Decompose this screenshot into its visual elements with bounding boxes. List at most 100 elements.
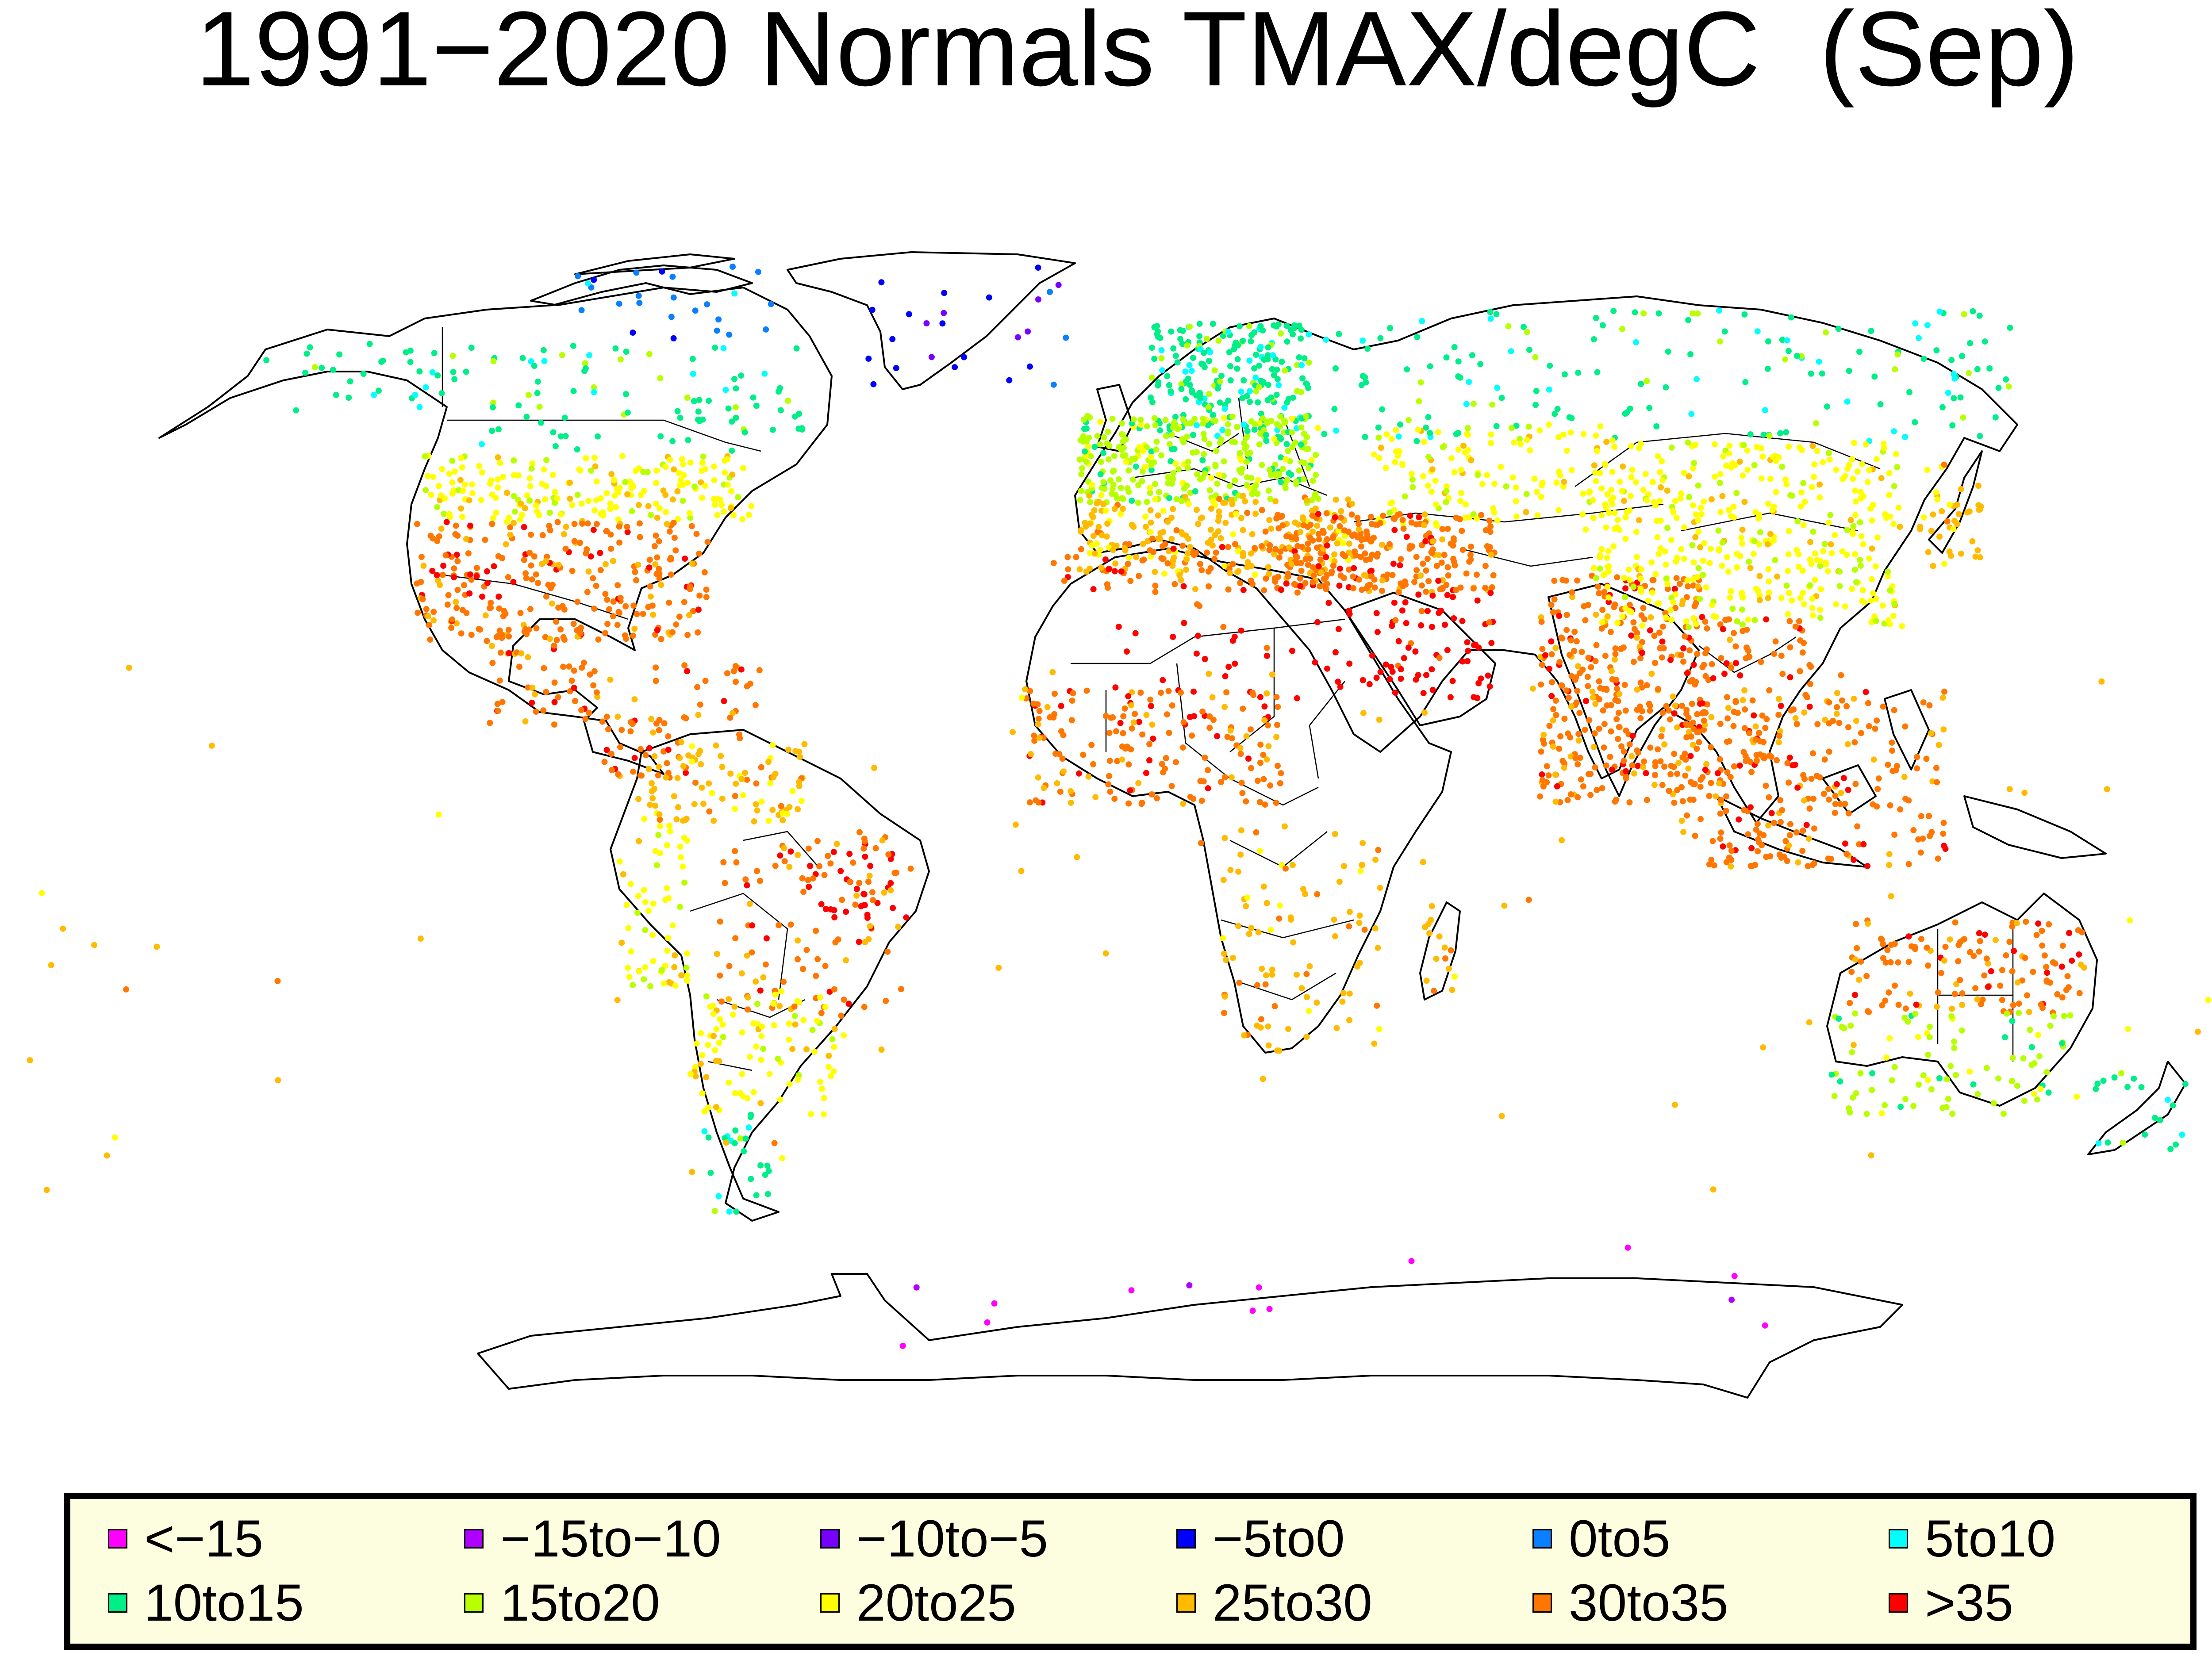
- station-dot: [818, 901, 825, 908]
- station-dot: [1080, 433, 1087, 440]
- station-dot: [1115, 624, 1122, 630]
- station-dot: [1035, 716, 1042, 722]
- station-dot: [1759, 842, 1765, 848]
- station-dot: [1286, 544, 1292, 551]
- station-dot: [1856, 349, 1863, 355]
- station-dot: [579, 520, 586, 527]
- station-dot: [1262, 801, 1268, 808]
- station-dot: [705, 1134, 712, 1141]
- station-dot: [1377, 885, 1383, 891]
- station-dot: [459, 607, 466, 613]
- station-dot: [1912, 419, 1918, 426]
- station-dot: [702, 483, 708, 489]
- station-dot: [1143, 712, 1150, 718]
- station-dot: [1606, 510, 1613, 516]
- station-dot: [1806, 805, 1813, 812]
- station-dot: [468, 576, 475, 583]
- station-dot: [1121, 545, 1128, 552]
- station-dot: [1427, 363, 1433, 370]
- station-dot: [1242, 498, 1248, 505]
- station-dot: [1891, 941, 1898, 947]
- station-dot: [504, 490, 511, 496]
- station-dot: [1421, 511, 1428, 518]
- station-dot: [1457, 584, 1464, 591]
- station-dot: [1475, 644, 1482, 651]
- legend-swatch: [464, 1593, 484, 1613]
- station-dot: [718, 998, 725, 1005]
- station-dot: [1282, 419, 1288, 426]
- station-dot: [1623, 768, 1629, 774]
- station-dot: [1582, 617, 1589, 624]
- station-dot: [1655, 746, 1661, 753]
- station-dot: [1786, 779, 1792, 786]
- station-dot: [603, 713, 610, 720]
- station-dot: [1309, 529, 1316, 535]
- station-dot: [1199, 514, 1206, 521]
- station-dot: [754, 868, 760, 874]
- station-dot: [814, 956, 821, 962]
- station-dot: [1099, 532, 1106, 539]
- station-dot: [1266, 517, 1273, 523]
- station-dot: [1209, 694, 1216, 701]
- station-dot: [656, 811, 663, 818]
- station-dot: [714, 512, 721, 518]
- station-dot: [1216, 472, 1222, 478]
- station-dot: [1263, 972, 1270, 979]
- station-dot: [1523, 509, 1529, 515]
- station-dot: [650, 901, 657, 907]
- station-dot: [791, 1003, 798, 1010]
- station-dot: [1429, 666, 1435, 673]
- station-dot: [1331, 406, 1338, 412]
- station-dot: [635, 561, 641, 568]
- station-dot: [1591, 565, 1597, 571]
- station-dot: [865, 355, 872, 362]
- station-dot: [1695, 565, 1702, 571]
- station-dot: [1585, 683, 1591, 690]
- station-dot: [1323, 510, 1330, 517]
- station-dot: [1958, 486, 1964, 492]
- station-dot: [1208, 506, 1214, 512]
- station-dot: [566, 663, 572, 670]
- station-dot: [1168, 783, 1175, 790]
- station-dot: [1298, 335, 1304, 342]
- station-dot: [656, 575, 663, 582]
- national-borders: [442, 327, 2014, 1071]
- station-dot: [1244, 428, 1251, 434]
- station-dot: [1828, 550, 1835, 556]
- station-dot: [1412, 648, 1419, 655]
- station-dot: [1548, 693, 1555, 699]
- station-dot: [126, 664, 132, 671]
- station-dot: [1744, 467, 1751, 473]
- station-dot: [461, 481, 468, 488]
- station-dot: [1810, 529, 1816, 535]
- station-dot: [1252, 498, 1259, 505]
- station-dot: [1717, 479, 1723, 486]
- station-dot: [1603, 686, 1610, 693]
- station-dot: [1886, 989, 1892, 996]
- station-dot: [1655, 453, 1661, 460]
- station-dot: [1276, 471, 1283, 477]
- station-dot: [1306, 359, 1312, 366]
- station-dot: [1942, 846, 1949, 852]
- station-dot: [534, 390, 541, 396]
- station-dot: [1540, 732, 1547, 738]
- station-dot: [1291, 325, 1298, 331]
- station-dot: [1158, 452, 1164, 459]
- station-dot: [1303, 1034, 1310, 1040]
- station-dot: [1144, 498, 1150, 505]
- station-dot: [1852, 992, 1858, 998]
- station-dot: [690, 371, 696, 377]
- station-dot: [1283, 865, 1289, 872]
- station-dot: [1546, 723, 1553, 729]
- station-dot: [1221, 704, 1228, 710]
- station-dot: [1160, 769, 1167, 776]
- station-dot: [1308, 457, 1315, 464]
- station-dot: [1432, 477, 1439, 484]
- station-dot: [1684, 812, 1690, 819]
- station-dot: [1118, 420, 1125, 427]
- station-dot: [1221, 406, 1228, 412]
- station-dot: [2035, 920, 2042, 927]
- station-dot: [526, 497, 533, 504]
- station-dot: [1144, 423, 1150, 429]
- station-dot: [772, 862, 779, 869]
